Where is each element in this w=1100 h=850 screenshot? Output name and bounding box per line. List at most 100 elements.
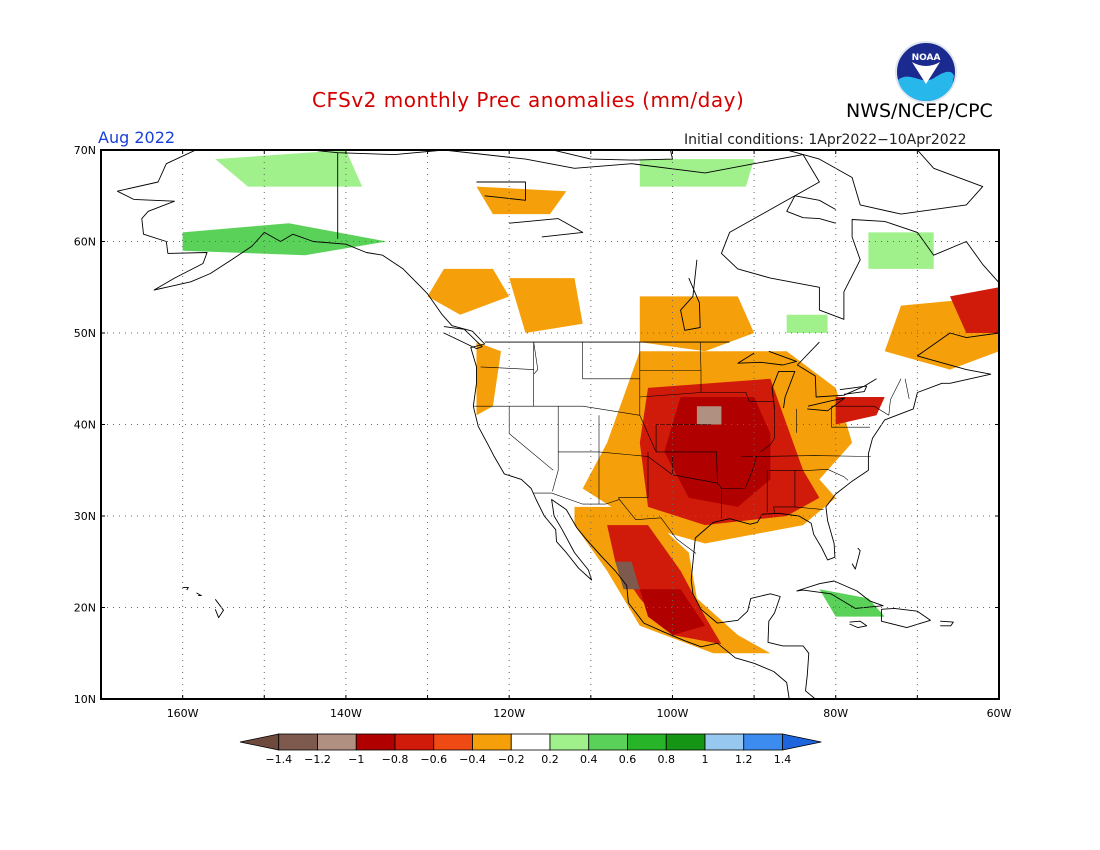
colorbar-label: 0.2 bbox=[541, 753, 559, 766]
latitude-labels: 70N 60N 50N 40N 30N 20N 10N bbox=[74, 144, 96, 706]
lon-label-120W: 120W bbox=[493, 707, 525, 720]
coastline-19 bbox=[851, 547, 861, 570]
colorbar-label: −0.4 bbox=[459, 753, 486, 766]
colorbar-label: 1 bbox=[702, 753, 709, 766]
anomaly-region-mexico-brown bbox=[615, 561, 640, 590]
agency-label: NWS/NCEP/CPC bbox=[846, 100, 993, 122]
coastline-18 bbox=[443, 326, 483, 350]
lat-label-20N: 20N bbox=[74, 602, 96, 615]
lon-label-160W: 160W bbox=[167, 707, 199, 720]
anomaly-region-ontario-green bbox=[786, 314, 828, 333]
anomaly-region-manitoba-orange bbox=[639, 296, 755, 352]
border-19 bbox=[756, 455, 871, 457]
colorbar-label: −1.2 bbox=[304, 753, 331, 766]
border-6 bbox=[655, 424, 711, 452]
lon-label-100W: 100W bbox=[657, 707, 689, 720]
map-title: CFSv2 monthly Prec anomalies (mm/day) bbox=[312, 88, 745, 112]
lat-label-70N: 70N bbox=[74, 144, 96, 157]
colorbar-swatch bbox=[510, 733, 551, 751]
lon-label-80W: 80W bbox=[823, 707, 848, 720]
border-28 bbox=[533, 342, 539, 375]
state-border-layer bbox=[474, 342, 910, 554]
colorbar-swatch bbox=[704, 733, 745, 751]
border-9 bbox=[508, 406, 554, 471]
border-14 bbox=[741, 456, 757, 489]
colorbar-swatch bbox=[549, 733, 590, 751]
coastline-8 bbox=[940, 620, 954, 627]
border-5 bbox=[701, 392, 775, 402]
colorbar-label: 1.4 bbox=[774, 753, 792, 766]
anomaly-region-west-coast-orange bbox=[476, 342, 501, 416]
coastline-7 bbox=[849, 620, 868, 629]
anomaly-region-mid-atlantic-red bbox=[835, 397, 885, 425]
border-8 bbox=[552, 406, 559, 492]
coastline-1 bbox=[117, 190, 790, 699]
colorbar-label: 0.8 bbox=[658, 753, 676, 766]
border-25 bbox=[904, 378, 910, 399]
colorbar-swatch bbox=[317, 733, 357, 751]
colorbar-labels: −1.4 −1.2 −1 −0.8 −0.6 −0.4 −0.2 0.2 0.4 0.6 0.8 1 1… bbox=[265, 753, 791, 766]
coastline-24 bbox=[680, 259, 701, 331]
lon-label-140W: 140W bbox=[330, 707, 362, 720]
colorbar-swatch bbox=[394, 733, 435, 751]
anomaly-region-caribbean-green bbox=[819, 589, 885, 617]
coastline-21 bbox=[771, 370, 796, 409]
coastline-17 bbox=[1004, 319, 1058, 362]
anomaly-region-nunavut-green bbox=[639, 159, 755, 187]
valid-month-label: Aug 2022 bbox=[98, 128, 176, 147]
coastline-26 bbox=[476, 181, 526, 201]
anomaly-region-quebec-red bbox=[950, 287, 999, 333]
initial-conditions-label: Initial conditions: 1Apr2022−10Apr2022 bbox=[684, 132, 967, 148]
coastline-6 bbox=[880, 607, 931, 629]
colorbar-swatch bbox=[472, 733, 512, 751]
colorbar-label: 0.4 bbox=[580, 753, 598, 766]
colorbar-swatch bbox=[665, 733, 706, 751]
colorbar-label: 1.2 bbox=[735, 753, 753, 766]
colorbar-swatch bbox=[627, 733, 667, 751]
colorbar-high-arrow bbox=[782, 733, 822, 751]
colorbar-label: −0.2 bbox=[498, 753, 525, 766]
border-29 bbox=[532, 492, 697, 554]
lat-label-10N: 10N bbox=[74, 693, 96, 706]
coastline-0 bbox=[117, 150, 999, 699]
map-frame bbox=[100, 149, 1000, 700]
lat-label-30N: 30N bbox=[74, 510, 96, 523]
colorbar-swatch bbox=[278, 733, 318, 751]
border-22 bbox=[831, 406, 870, 428]
colorbar-label: −0.8 bbox=[382, 753, 409, 766]
coastline-5 bbox=[796, 580, 884, 609]
colorbar-label: −0.6 bbox=[420, 753, 447, 766]
lat-label-60N: 60N bbox=[74, 236, 96, 249]
coastline-10 bbox=[196, 592, 202, 597]
anomaly-region-canada-upper-orange bbox=[476, 186, 567, 215]
border-18 bbox=[794, 506, 824, 510]
coastline-25 bbox=[509, 218, 584, 238]
border-24 bbox=[888, 378, 902, 416]
longitude-labels: 160W 140W 120W 100W 80W 60W bbox=[167, 707, 1012, 720]
anomaly-region-nw-canada-orange bbox=[427, 268, 510, 315]
lat-label-50N: 50N bbox=[74, 327, 96, 340]
coastline-23 bbox=[839, 385, 868, 395]
colorbar bbox=[239, 733, 822, 751]
border-1 bbox=[582, 342, 641, 380]
border-23 bbox=[831, 405, 889, 416]
border-15 bbox=[769, 468, 849, 481]
border-20 bbox=[760, 408, 775, 453]
colorbar-swatch bbox=[588, 733, 628, 751]
anomaly-region-alaska-north-slope bbox=[215, 150, 363, 187]
border-0 bbox=[533, 342, 718, 484]
noaa-logo: NOAA bbox=[895, 41, 957, 103]
colorbar-low-arrow bbox=[239, 733, 280, 751]
colorbar-label: −1 bbox=[348, 753, 364, 766]
coastline-20 bbox=[737, 350, 797, 366]
border-27 bbox=[480, 366, 534, 370]
colorbar-swatch bbox=[433, 733, 473, 751]
lat-label-40N: 40N bbox=[74, 419, 96, 432]
anomaly-region-us-brown-patch bbox=[696, 406, 722, 425]
svg-text:NOAA: NOAA bbox=[912, 53, 941, 63]
coastline-layer bbox=[117, 150, 1058, 699]
coastline-9 bbox=[214, 599, 224, 619]
colorbar-swatch bbox=[743, 733, 783, 751]
colorbar-label: −1.4 bbox=[265, 753, 292, 766]
